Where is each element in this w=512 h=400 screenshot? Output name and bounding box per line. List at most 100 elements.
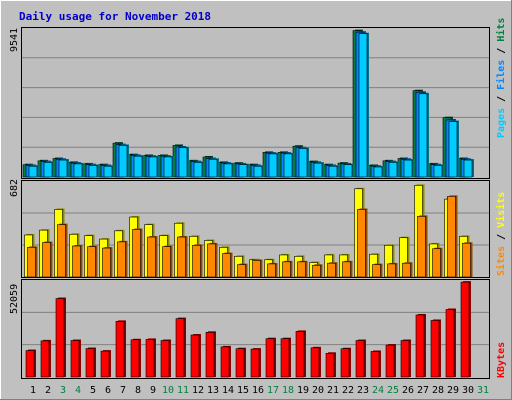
kbytes-bar-27: [415, 314, 425, 378]
kbytes-bar-7: [115, 321, 125, 378]
legend-sites: Sites: [495, 246, 507, 276]
pages-bar-13: [208, 158, 218, 178]
sites-bar-16: [252, 260, 261, 278]
grid-lines: [22, 57, 489, 346]
kbytes-bar-2: [40, 340, 50, 378]
kbytes-bar-25: [385, 344, 395, 378]
sites-bar-2: [42, 242, 51, 278]
sites-bar-23: [357, 209, 366, 278]
legend-sites-visits: Sites / Visits: [495, 192, 507, 276]
x-label-day-13: 13: [207, 385, 219, 396]
pages-bar-26: [403, 159, 413, 178]
kbytes-bar-4: [70, 340, 80, 378]
kbytes-bar-23: [355, 340, 365, 378]
x-label-day-14: 14: [222, 385, 234, 396]
sites-bar-3: [57, 224, 66, 278]
pages-bar-21: [328, 165, 338, 178]
pages-bar-29: [448, 121, 458, 178]
sites-bar-4: [72, 245, 81, 278]
bars: [22, 29, 474, 378]
kbytes-bar-10: [160, 340, 170, 378]
legend-pages: Pages: [496, 108, 507, 138]
kbytes-bar-26: [400, 340, 410, 378]
sites-bar-26: [402, 262, 411, 278]
pages-bar-14: [223, 163, 233, 178]
kbytes-bar-29: [445, 309, 455, 378]
pages-bar-3: [58, 159, 68, 178]
sites-bar-20: [312, 264, 321, 278]
pages-bar-15: [238, 164, 248, 178]
x-label-day-29: 29: [447, 385, 459, 396]
sites-bar-25: [387, 263, 396, 278]
legend-files: Files: [495, 60, 507, 90]
sites-bar-18: [282, 261, 291, 278]
sites-bar-27: [417, 216, 426, 278]
x-label-day-15: 15: [237, 385, 249, 396]
pages-bar-25: [388, 162, 398, 178]
pages-bar-8: [133, 155, 143, 178]
panel-pages-files-hits: [21, 27, 490, 179]
pages-bar-19: [298, 148, 308, 178]
legend-hits: Hits: [495, 18, 507, 42]
legend-sep-1: /: [496, 90, 507, 108]
x-label-day-6: 6: [105, 385, 111, 396]
sites-bar-10: [162, 246, 171, 278]
legend-kbytes: KBytes: [496, 342, 507, 378]
pages-bar-23: [358, 33, 368, 178]
x-label-day-16: 16: [252, 385, 264, 396]
x-label-day-20: 20: [312, 385, 324, 396]
sites-bar-17: [267, 263, 276, 278]
x-label-day-30: 30: [462, 385, 474, 396]
x-label-day-17: 17: [267, 385, 279, 396]
sites-bar-22: [342, 261, 351, 278]
sites-bar-24: [372, 264, 381, 278]
pages-bar-12: [193, 162, 203, 178]
pages-bar-11: [178, 147, 188, 178]
x-label-day-21: 21: [327, 385, 339, 396]
x-label-day-4: 4: [75, 385, 81, 396]
x-label-day-28: 28: [432, 385, 444, 396]
x-label-day-11: 11: [177, 385, 189, 396]
x-label-day-22: 22: [342, 385, 354, 396]
sites-bar-28: [432, 248, 441, 278]
x-label-day-26: 26: [402, 385, 414, 396]
pages-bar-30: [463, 159, 473, 178]
pages-bar-6: [103, 165, 113, 178]
kbytes-bar-5: [85, 348, 95, 378]
sites-bar-15: [237, 264, 246, 278]
x-label-day-9: 9: [150, 385, 156, 396]
kbytes-bar-16: [250, 348, 260, 378]
x-label-day-18: 18: [282, 385, 294, 396]
pages-bar-4: [73, 163, 83, 178]
pages-bar-7: [118, 145, 128, 178]
chart-title: Daily usage for November 2018: [19, 10, 211, 23]
pages-bar-27: [418, 93, 428, 178]
pages-bar-1: [28, 165, 38, 178]
kbytes-bar-28: [430, 320, 440, 378]
kbytes-bar-14: [220, 346, 230, 378]
kbytes-bar-11: [175, 318, 185, 378]
pages-bar-16: [253, 165, 263, 178]
legend-sep-3: /: [496, 228, 507, 246]
sites-bar-7: [117, 241, 126, 278]
pages-bar-17: [268, 153, 278, 178]
sites-bar-5: [87, 246, 96, 278]
x-label-day-25: 25: [387, 385, 399, 396]
kbytes-bar-8: [130, 339, 140, 378]
sites-bar-8: [132, 229, 141, 278]
kbytes-bar-24: [370, 351, 380, 378]
kbytes-bar-12: [190, 334, 200, 378]
legend-pages-files-hits: Pages / Files / Hits: [495, 18, 507, 138]
x-label-day-5: 5: [90, 385, 96, 396]
x-label-day-3: 3: [60, 385, 66, 396]
kbytes-bar-9: [145, 339, 155, 378]
x-label-day-23: 23: [357, 385, 369, 396]
sites-bar-9: [147, 236, 156, 278]
pages-bar-20: [313, 162, 323, 178]
kbytes-bar-20: [310, 347, 320, 378]
x-label-day-10: 10: [162, 385, 174, 396]
x-label-day-31: 31: [477, 385, 489, 396]
pages-bar-9: [148, 156, 158, 178]
sites-bar-29: [447, 196, 456, 278]
